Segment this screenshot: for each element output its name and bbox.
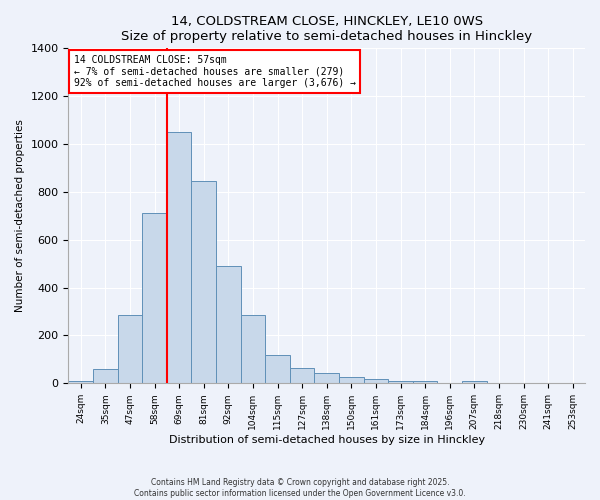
Bar	[167, 132, 191, 384]
Y-axis label: Number of semi-detached properties: Number of semi-detached properties	[15, 120, 25, 312]
Bar	[314, 373, 339, 384]
Bar	[388, 381, 413, 384]
Bar	[290, 368, 314, 384]
Text: 14 COLDSTREAM CLOSE: 57sqm
← 7% of semi-detached houses are smaller (279)
92% of: 14 COLDSTREAM CLOSE: 57sqm ← 7% of semi-…	[74, 55, 356, 88]
Bar	[462, 381, 487, 384]
Bar	[413, 382, 437, 384]
X-axis label: Distribution of semi-detached houses by size in Hinckley: Distribution of semi-detached houses by …	[169, 435, 485, 445]
Text: Contains HM Land Registry data © Crown copyright and database right 2025.
Contai: Contains HM Land Registry data © Crown c…	[134, 478, 466, 498]
Bar	[68, 381, 93, 384]
Bar	[93, 369, 118, 384]
Bar	[118, 315, 142, 384]
Bar	[437, 382, 462, 384]
Bar	[265, 354, 290, 384]
Bar	[364, 379, 388, 384]
Title: 14, COLDSTREAM CLOSE, HINCKLEY, LE10 0WS
Size of property relative to semi-detac: 14, COLDSTREAM CLOSE, HINCKLEY, LE10 0WS…	[121, 15, 532, 43]
Bar	[339, 376, 364, 384]
Bar	[142, 214, 167, 384]
Bar	[241, 315, 265, 384]
Bar	[191, 181, 216, 384]
Bar	[216, 266, 241, 384]
